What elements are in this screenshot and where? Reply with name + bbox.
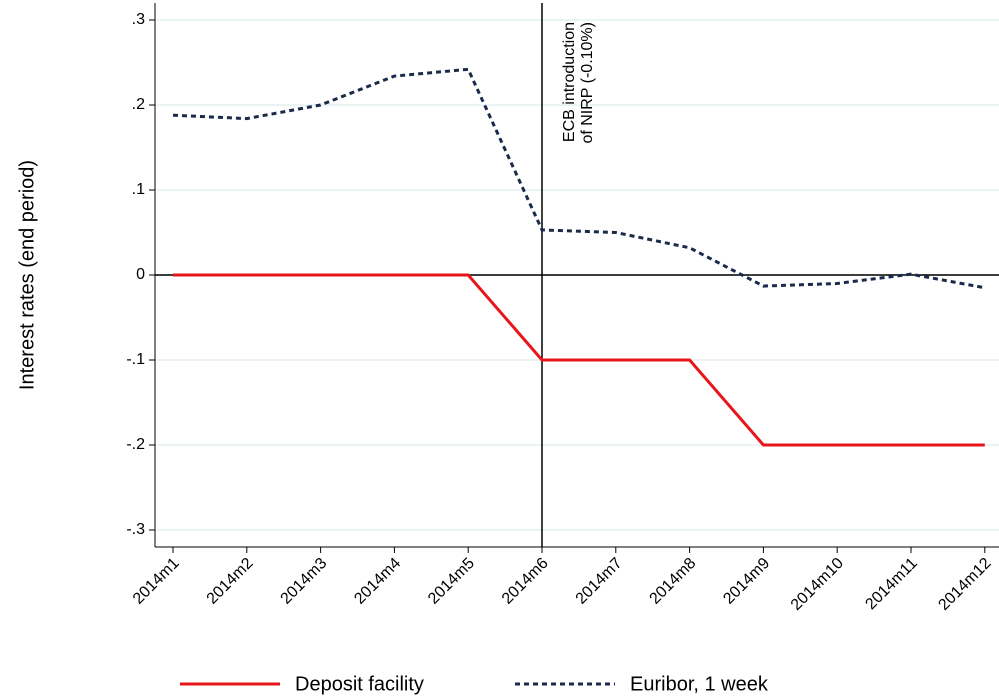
x-tick-label: 2014m4 xyxy=(351,555,404,608)
series-line xyxy=(172,67,986,290)
x-tick-label: 2014m6 xyxy=(499,555,552,608)
y-tick-label: .3 xyxy=(132,11,145,28)
x-tick-label: 2014m3 xyxy=(278,555,331,608)
y-tick-label: .1 xyxy=(132,181,145,198)
y-tick-label: -.2 xyxy=(126,436,145,453)
series-line xyxy=(173,273,985,447)
y-tick-label: -.3 xyxy=(126,521,145,538)
x-tick-label: 2014m8 xyxy=(647,555,700,608)
x-tick-label: 2014m2 xyxy=(204,555,257,608)
y-tick-label: .2 xyxy=(132,96,145,113)
annotation: of NIRP (-0.10%) xyxy=(579,22,596,144)
x-tick-label: 2014m5 xyxy=(425,555,478,608)
x-tick-label: 2014m1 xyxy=(130,555,183,608)
y-tick-label: 0 xyxy=(136,266,145,283)
y-axis-label: Interest rates (end period) xyxy=(16,160,38,390)
annotation: ECB introduction xyxy=(561,22,578,142)
x-tick-label: 2014m11 xyxy=(862,555,920,613)
x-tick-label: 2014m12 xyxy=(935,555,994,614)
x-tick-label: 2014m9 xyxy=(720,555,773,608)
legend-label: Deposit facility xyxy=(295,673,424,695)
y-tick-label: -.1 xyxy=(126,351,145,368)
x-tick-label: 2014m10 xyxy=(788,555,847,614)
legend-label: Euribor, 1 week xyxy=(630,673,769,695)
x-tick-label: 2014m7 xyxy=(573,555,626,608)
